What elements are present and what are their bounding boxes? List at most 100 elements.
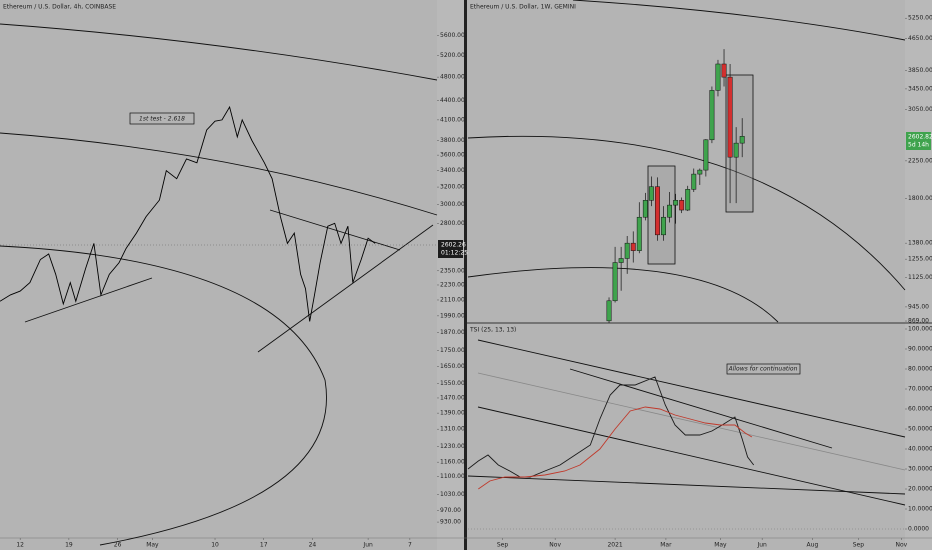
y-tick-label: 2800.00 [440, 220, 465, 227]
y-tick-label: 2350.00 [440, 267, 465, 274]
candle-body [636, 216, 642, 251]
last-price: 2602.82 [908, 134, 932, 141]
y-tick-label: 70.0000 [908, 386, 932, 393]
candle-body [697, 169, 703, 175]
candle-body [739, 136, 745, 144]
fib-arc [0, 23, 438, 81]
y-tick-label: 869.00 [908, 318, 929, 325]
y-tick-label: 3400.00 [440, 167, 465, 174]
y-tick-label: 1255.00 [908, 256, 932, 263]
x-tick-label: Mar [660, 542, 672, 549]
candle-body [667, 204, 673, 218]
candle-body [727, 76, 733, 158]
candle-body [691, 173, 697, 190]
countdown: 5d 14h [908, 142, 929, 149]
y-tick-label: 5200.00 [440, 52, 465, 59]
channel-line [477, 372, 906, 471]
y-tick-label: 1870.00 [440, 329, 465, 336]
price-axis [905, 0, 932, 550]
candle-body [618, 258, 624, 263]
y-tick-label: 1030.00 [440, 491, 465, 498]
annotation-box [726, 363, 801, 375]
y-tick-label: 2250.00 [908, 157, 932, 164]
x-tick-label: Nov [896, 542, 908, 549]
y-tick-label: 40.0000 [908, 446, 932, 453]
y-tick-label: 3850.00 [908, 67, 932, 74]
y-tick-label: 1470.00 [440, 394, 465, 401]
y-tick-label: 930.00 [440, 519, 461, 526]
x-tick-label: May [146, 542, 159, 549]
indicator-line [467, 376, 755, 478]
x-tick-label: 12 [16, 542, 24, 549]
chart-title: Ethereum / U.S. Dollar, 4h, COINBASE [3, 4, 116, 11]
channel-line [477, 406, 906, 506]
candle-body [685, 189, 691, 211]
y-tick-label: 3000.00 [440, 201, 465, 208]
trendline [569, 368, 833, 449]
candle-body [654, 186, 660, 236]
price-line [0, 105, 376, 322]
y-tick-label: 1550.00 [440, 380, 465, 387]
chart-title: Ethereum / U.S. Dollar, 1W, GEMINI [470, 4, 576, 11]
divider [464, 0, 467, 550]
marks: 5600.00 5200.00 4800.00 4400.00 4100.00 3800.… [0, 15, 932, 549]
y-tick-label: 1750.00 [440, 347, 465, 354]
countdown: 01:12:25 [441, 250, 468, 257]
candle-body [630, 242, 636, 251]
x-tick-label: 2021 [607, 542, 622, 549]
x-tick-label: 7 [408, 542, 412, 549]
candle-body [673, 200, 679, 206]
y-tick-label: 30.0000 [908, 466, 932, 473]
y-tick-label: 90.0000 [908, 346, 932, 353]
fib-arc [0, 245, 327, 546]
x-tick-label: 17 [260, 542, 268, 549]
candle-body [661, 216, 666, 236]
fib-arc [0, 132, 438, 216]
y-tick-label: 1100.00 [440, 473, 465, 480]
last-price: 2602.26 [441, 242, 466, 249]
trendline [269, 209, 401, 251]
candle-body [703, 139, 709, 171]
y-tick-label: 1990.00 [440, 312, 465, 319]
annotation-box [129, 112, 195, 125]
candle-body [709, 90, 715, 141]
price-label-box [438, 240, 463, 258]
x-tick-label: Sep [853, 542, 865, 549]
y-tick-label: 50.0000 [908, 426, 932, 433]
y-tick-label: 3450.00 [908, 85, 932, 92]
x-tick-label: 24 [309, 542, 317, 549]
y-tick-label: 3200.00 [440, 184, 465, 191]
y-tick-label: 4800.00 [440, 74, 465, 81]
y-tick-label: 1125.00 [908, 274, 932, 281]
y-tick-label: 4650.00 [908, 35, 932, 42]
channel-line [477, 339, 906, 438]
candle-body [679, 200, 685, 211]
y-tick-label: 60.0000 [908, 406, 932, 413]
price-label-box [906, 132, 931, 150]
y-tick-label: 5600.00 [440, 32, 465, 39]
y-tick-label: 1230.00 [440, 443, 465, 450]
x-tick-label: Nov [549, 542, 561, 549]
x-tick-label: Aug [807, 542, 819, 549]
y-tick-label: 945.00 [908, 303, 929, 310]
y-tick-label: 80.0000 [908, 366, 932, 373]
fib-arc [572, 0, 906, 41]
annotation: Allows for continuation [728, 366, 798, 373]
y-tick-label: 5250.00 [908, 15, 932, 22]
y-tick-label: 100.0000 [908, 326, 932, 333]
y-tick-label: 970.00 [440, 507, 461, 514]
candle-body [721, 63, 727, 78]
x-tick-label: May [714, 542, 727, 549]
candle-body [606, 300, 612, 322]
y-tick-label: 1380.00 [908, 240, 932, 247]
y-tick-label: 20.0000 [908, 486, 932, 493]
y-tick-label: 1310.00 [440, 426, 465, 433]
y-tick-label: 2110.00 [440, 296, 465, 303]
y-tick-label: 3050.00 [908, 106, 932, 113]
y-tick-label: 4100.00 [440, 116, 465, 123]
candle-body [648, 186, 654, 201]
x-tick-label: 10 [211, 542, 219, 549]
candle-body [715, 63, 721, 91]
